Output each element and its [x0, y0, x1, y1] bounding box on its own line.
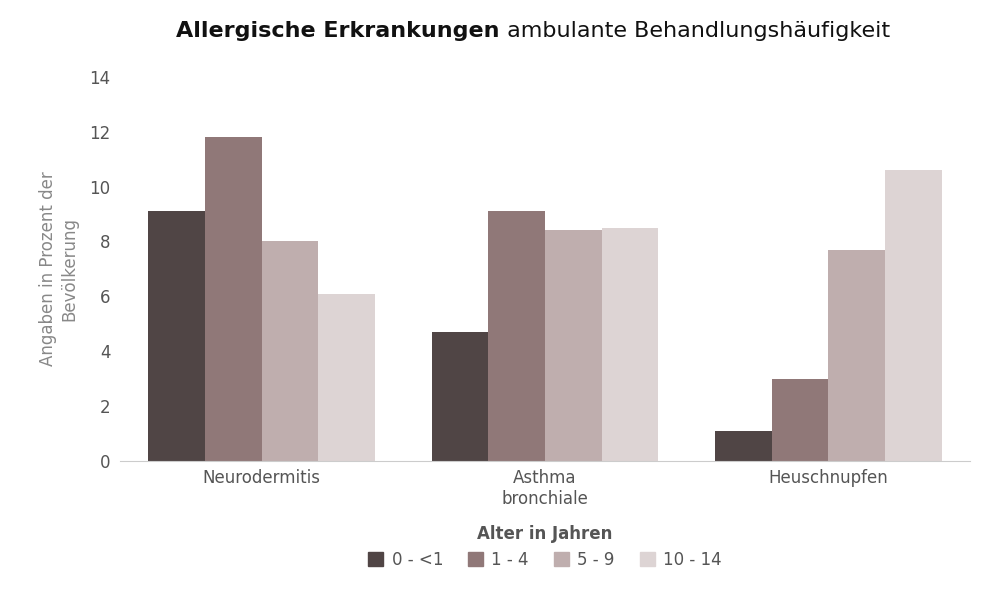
Bar: [602, 228, 658, 461]
Bar: [488, 212, 545, 461]
Bar: [885, 170, 942, 461]
Y-axis label: Angaben in Prozent der
Bevölkerung: Angaben in Prozent der Bevölkerung: [39, 171, 78, 366]
Text: Allergische Erkrankungen: Allergische Erkrankungen: [176, 21, 500, 41]
Text: ambulante Behandlungshäufigkeit: ambulante Behandlungshäufigkeit: [500, 21, 890, 41]
Bar: [772, 379, 828, 461]
Bar: [828, 250, 885, 461]
Bar: [432, 332, 488, 461]
Bar: [205, 137, 262, 461]
Bar: [148, 212, 205, 461]
Bar: [545, 230, 602, 461]
Bar: [715, 431, 772, 461]
Bar: [262, 242, 318, 461]
Bar: [318, 294, 375, 461]
Legend: 0 - <1, 1 - 4, 5 - 9, 10 - 14: 0 - <1, 1 - 4, 5 - 9, 10 - 14: [362, 518, 728, 576]
